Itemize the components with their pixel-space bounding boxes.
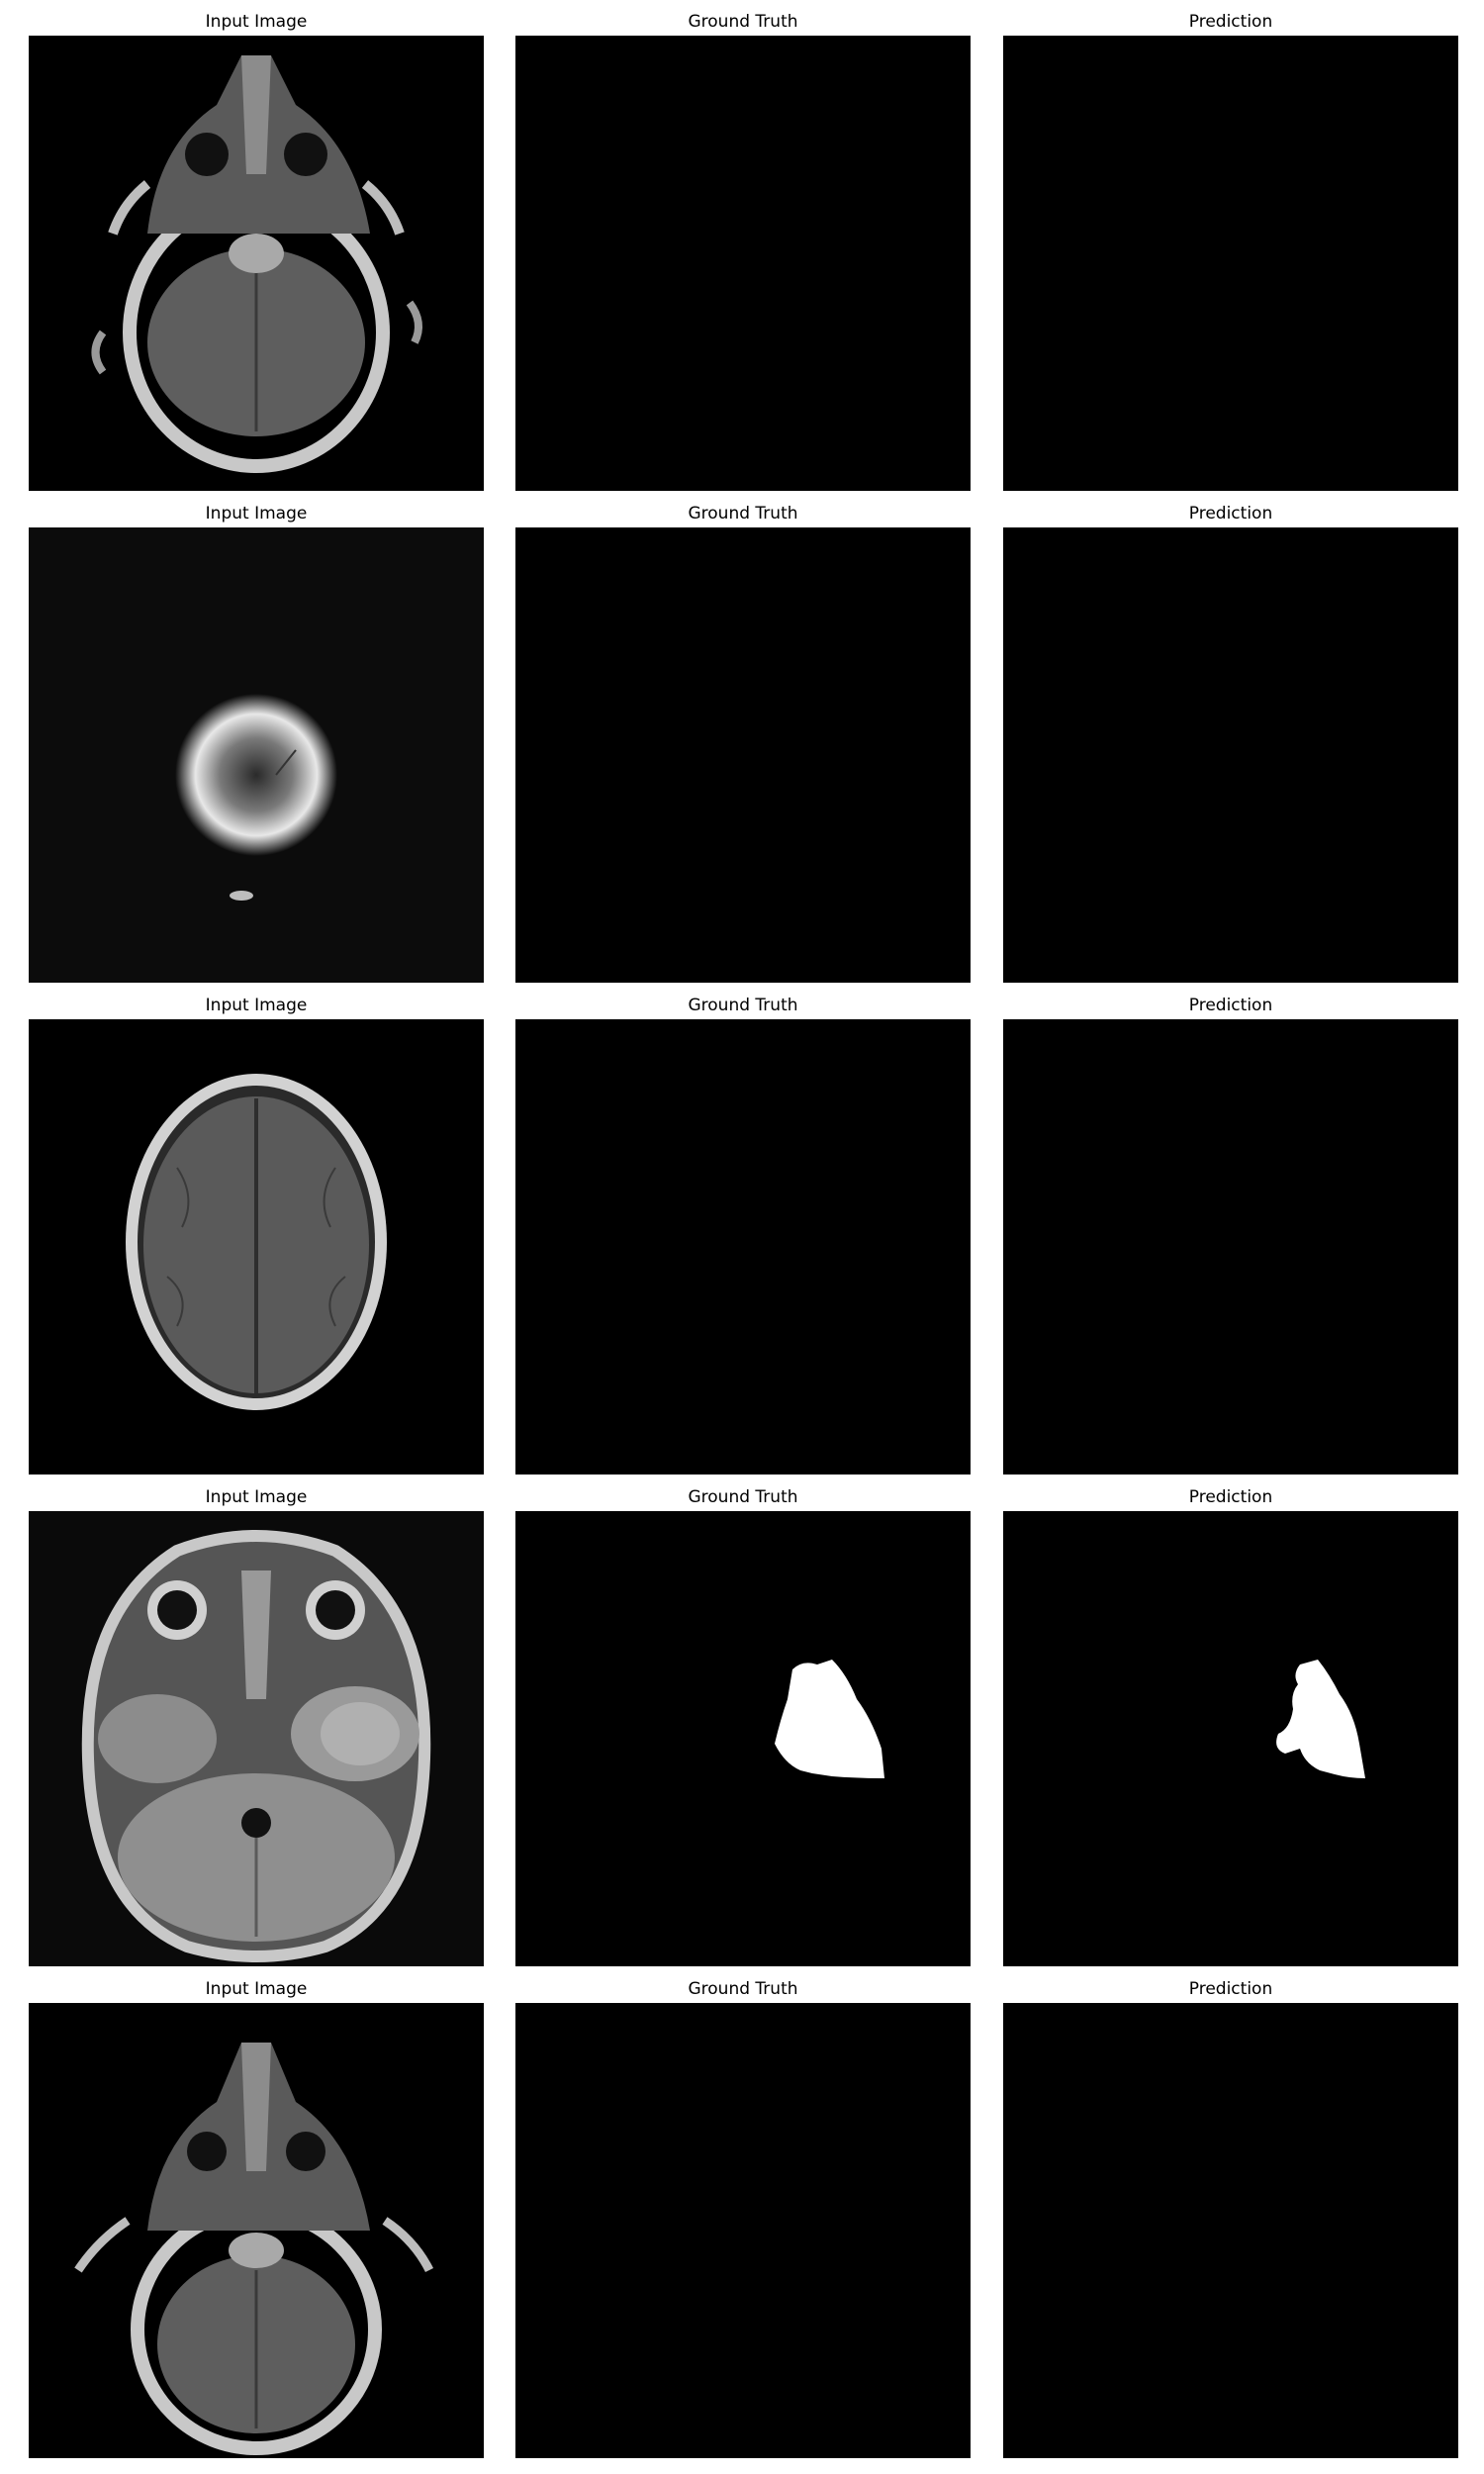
ground-truth-panel (515, 527, 971, 983)
prediction-title: Prediction (1188, 1979, 1273, 1999)
ground-truth-panel (515, 1019, 971, 1475)
ground-truth-title: Ground Truth (688, 996, 798, 1015)
prediction-panel (1003, 527, 1458, 983)
input-image-panel (29, 36, 484, 491)
prediction-title: Prediction (1188, 12, 1273, 32)
ground-truth-panel (515, 1511, 971, 1966)
ground-truth-title: Ground Truth (688, 504, 798, 523)
mri-scan-image (126, 1074, 387, 1410)
input-image-title: Input Image (205, 1979, 308, 1999)
prediction-panel (1003, 36, 1458, 491)
prediction-title: Prediction (1188, 996, 1273, 1015)
ground-truth-panel (515, 2003, 971, 2458)
mri-scan-image (91, 55, 422, 473)
input-image-panel (29, 2003, 484, 2458)
mri-scan-image (81, 1530, 431, 1962)
prediction-panel (1003, 1019, 1458, 1475)
mri-scan-image (74, 2043, 434, 2455)
prediction-panel (1003, 1511, 1458, 1966)
mri-scan-image (175, 694, 337, 901)
input-image-title: Input Image (205, 1487, 308, 1507)
ground-truth-panel (515, 36, 971, 491)
prediction-panel (1003, 2003, 1458, 2458)
input-image-title: Input Image (205, 996, 308, 1015)
prediction-title: Prediction (1188, 504, 1273, 523)
ground-truth-title: Ground Truth (688, 12, 798, 32)
input-image-panel (29, 1019, 484, 1475)
input-image-title: Input Image (205, 504, 308, 523)
input-image-panel (29, 527, 484, 983)
input-image-title: Input Image (205, 12, 308, 32)
prediction-mask (1276, 1660, 1365, 1778)
ground-truth-mask (775, 1660, 884, 1778)
ground-truth-title: Ground Truth (688, 1487, 798, 1507)
ground-truth-title: Ground Truth (688, 1979, 798, 1999)
input-image-panel (29, 1511, 484, 1966)
prediction-title: Prediction (1188, 1487, 1273, 1507)
